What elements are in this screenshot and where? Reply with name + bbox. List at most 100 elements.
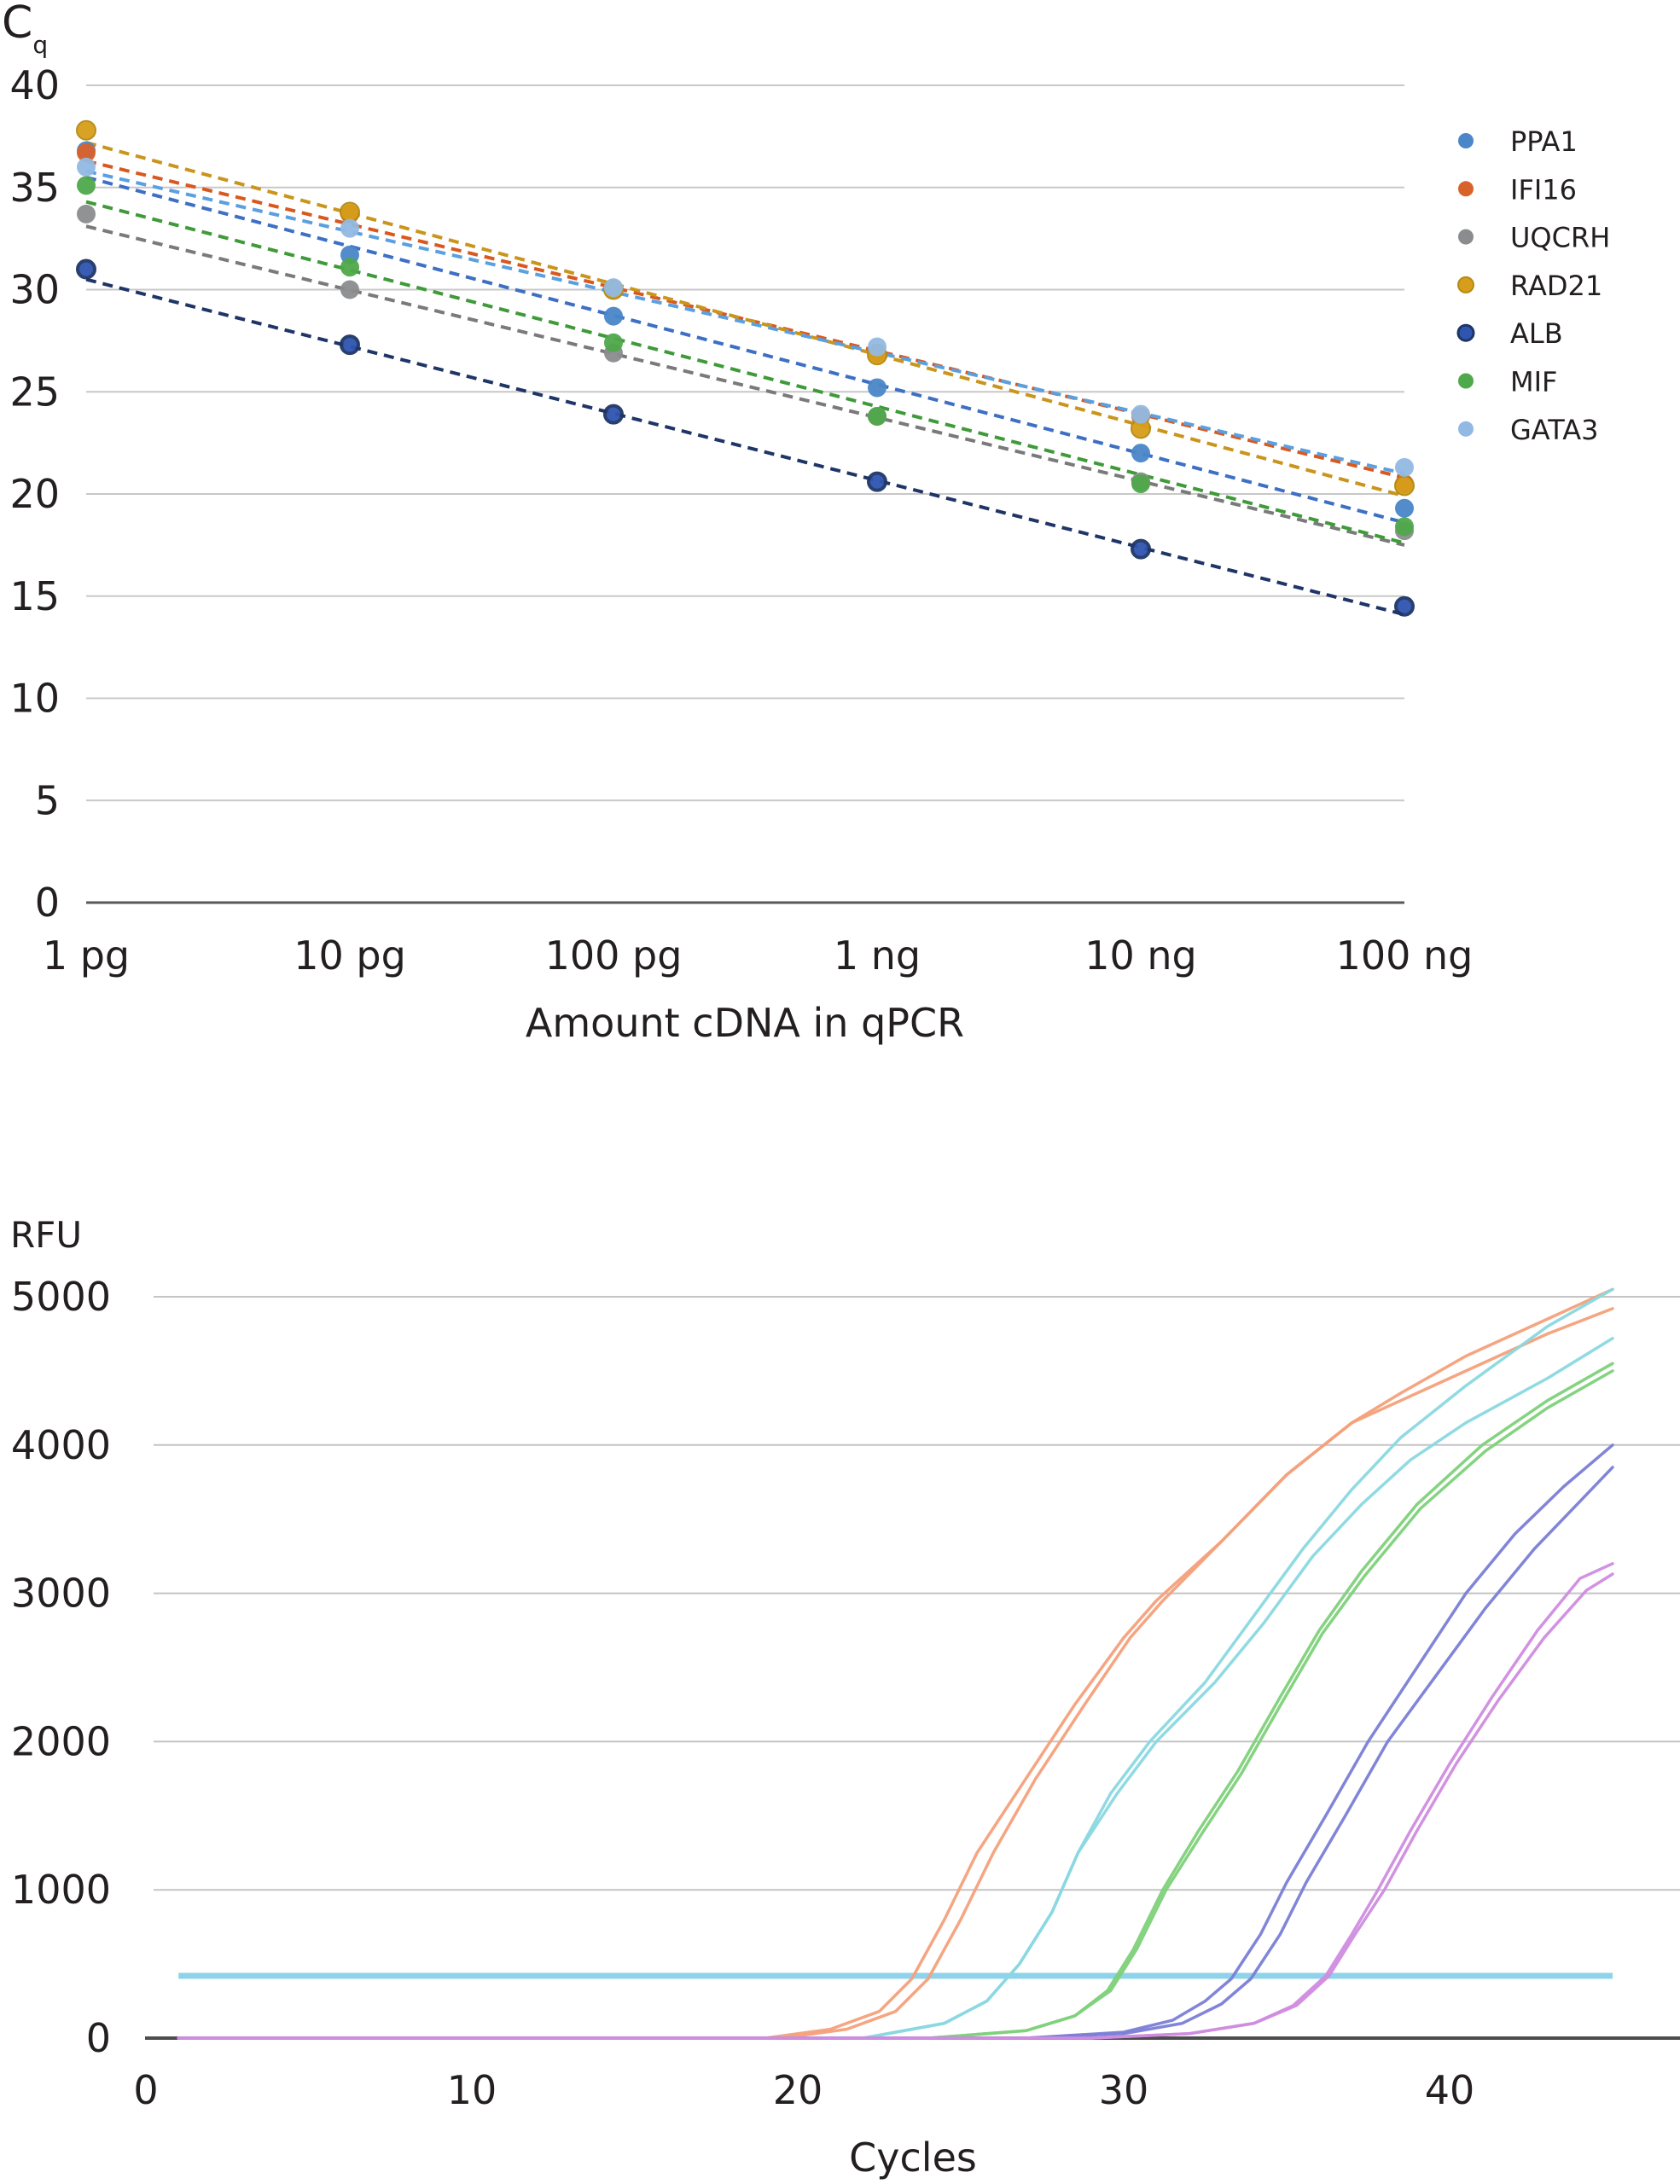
data-point-gata3 (340, 218, 359, 238)
data-point-rad21 (340, 201, 360, 223)
data-point-alb (340, 334, 360, 356)
data-point-mif (1131, 474, 1150, 494)
data-point-gata3 (1395, 457, 1414, 477)
amplification-curve-magenta-2 (177, 1572, 1614, 2040)
legend-label-ifi16: IFI16 (1510, 173, 1577, 206)
data-point-uqcrh (77, 204, 96, 224)
c1-y-axis-title: Cq (2, 0, 48, 59)
data-point-alb (867, 471, 887, 492)
amplification-curve-blue-1 (177, 1443, 1614, 2040)
c2-x-tick-label: 10 (447, 2067, 497, 2113)
c2-x-axis-title: Cycles (849, 2135, 977, 2181)
c2-x-tick-label: 40 (1425, 2067, 1475, 2113)
data-point-ppa1 (1131, 444, 1150, 463)
data-point-alb (603, 404, 624, 425)
trendline-uqcrh (85, 224, 1405, 547)
data-point-ppa1 (604, 306, 623, 326)
data-point-mif (1395, 517, 1414, 537)
legend-label-rad21: RAD21 (1510, 270, 1602, 302)
amplification-curve-green-2 (177, 1369, 1614, 2040)
data-point-gata3 (77, 157, 96, 177)
legend-marker-gata3 (1458, 421, 1474, 437)
c2-y-tick-label: 5000 (11, 1274, 111, 1320)
c1-y-tick-label: 35 (9, 165, 60, 211)
c2-y-tick-label: 3000 (11, 1571, 111, 1617)
c1-y-tick-label: 5 (35, 777, 60, 823)
amplification-curve-cyan-2 (177, 1336, 1614, 2040)
c1-data-points (76, 119, 1415, 617)
c1-y-tick-label: 10 (9, 676, 60, 722)
data-point-ppa1 (868, 378, 887, 398)
data-point-rad21 (1394, 475, 1415, 497)
legend-label-mif: MIF (1510, 366, 1557, 398)
data-point-rad21 (76, 119, 96, 141)
data-point-gata3 (868, 337, 887, 357)
data-point-ppa1 (1395, 498, 1414, 518)
amplification-curve-orange-1 (177, 1287, 1614, 2040)
legend-marker-rad21 (1457, 276, 1474, 293)
legend-label-alb: ALB (1510, 317, 1563, 350)
legend-label-uqcrh: UQCRH (1510, 222, 1610, 254)
trendline-mif (85, 200, 1405, 545)
c2-series-lines (177, 1287, 1614, 2040)
data-point-mif (868, 406, 887, 426)
amplification-curve-magenta-1 (177, 1562, 1614, 2040)
c1-gridlines (86, 84, 1404, 904)
data-point-mif (604, 333, 623, 352)
c2-x-tick-label: 0 (133, 2067, 158, 2113)
c1-x-tick-label: 10 ng (1084, 932, 1197, 979)
c1-y-tick-label: 25 (9, 369, 60, 415)
amplification-curve-orange-2 (177, 1307, 1614, 2040)
c2-x-tick-labels: 0 10 20 30 40 (133, 2067, 1474, 2113)
legend-marker-uqcrh (1458, 229, 1474, 245)
data-point-alb (1394, 595, 1415, 617)
amplification-curve-blue-2 (177, 1466, 1614, 2040)
c1-y-tick-label: 0 (35, 880, 60, 926)
c1-y-tick-label: 20 (9, 471, 60, 517)
c1-y-tick-label: 15 (9, 573, 60, 619)
c1-x-axis-title: Amount cDNA in qPCR (526, 1000, 964, 1046)
legend-marker-ppa1 (1458, 133, 1474, 148)
data-point-gata3 (1131, 404, 1150, 424)
c1-x-tick-label: 1 ng (834, 932, 921, 979)
amplification-curve-chart: 0 1000 2000 3000 4000 5000 0 10 20 30 40 RFU Cycl… (10, 1214, 1680, 2181)
data-point-gata3 (604, 278, 623, 298)
legend-marker-alb (1456, 323, 1475, 342)
data-point-mif (340, 258, 359, 277)
c1-x-tick-label: 1 pg (43, 932, 130, 979)
legend-marker-mif (1458, 373, 1474, 389)
c1-x-tick-label: 100 pg (545, 932, 683, 979)
c1-y-tick-labels: 0 5 10 15 20 25 30 35 40 (9, 62, 60, 926)
c2-y-tick-label: 2000 (11, 1718, 111, 1764)
trendline-ppa1 (85, 175, 1405, 525)
trendline-gata3 (85, 169, 1405, 475)
c2-y-tick-labels: 0 1000 2000 3000 4000 5000 (11, 1274, 111, 2061)
trendline-ifi16 (85, 159, 1405, 479)
c2-x-tick-label: 20 (773, 2067, 823, 2113)
data-point-uqcrh (340, 280, 359, 299)
c1-trendlines (85, 141, 1405, 617)
data-point-alb (76, 258, 96, 280)
c2-gridlines (145, 1296, 1680, 2040)
c1-x-tick-label: 100 ng (1336, 932, 1474, 979)
c2-y-tick-label: 1000 (11, 1867, 111, 1913)
legend-marker-ifi16 (1458, 181, 1474, 197)
data-point-ifi16 (77, 143, 96, 163)
data-point-mif (77, 176, 96, 195)
c1-x-tick-labels: 1 pg 10 pg 100 pg 1 ng 10 ng 100 ng (43, 932, 1474, 979)
data-point-alb (1131, 538, 1151, 560)
c2-x-tick-label: 30 (1099, 2067, 1149, 2113)
c1-y-tick-label: 40 (9, 62, 60, 108)
legend-label-gata3: GATA3 (1510, 414, 1599, 446)
c2-y-tick-label: 4000 (11, 1422, 111, 1468)
c1-ylabel-subscript: q (32, 31, 48, 59)
c1-ylabel-main: C (2, 0, 32, 49)
cq-standard-curve-chart: 0 5 10 15 20 25 30 35 40 1 pg 10 pg 100 pg 1 ng 10 n… (2, 0, 1610, 1046)
c1-legend: PPA1 IFI16 UQCRH RAD21 ALB MIF GATA3 (1456, 125, 1610, 446)
c2-y-tick-label: 0 (86, 2015, 111, 2061)
trendline-alb (85, 277, 1405, 617)
trendline-rad21 (85, 141, 1405, 498)
legend-label-ppa1: PPA1 (1510, 125, 1578, 158)
amplification-curve-green-1 (177, 1362, 1614, 2040)
